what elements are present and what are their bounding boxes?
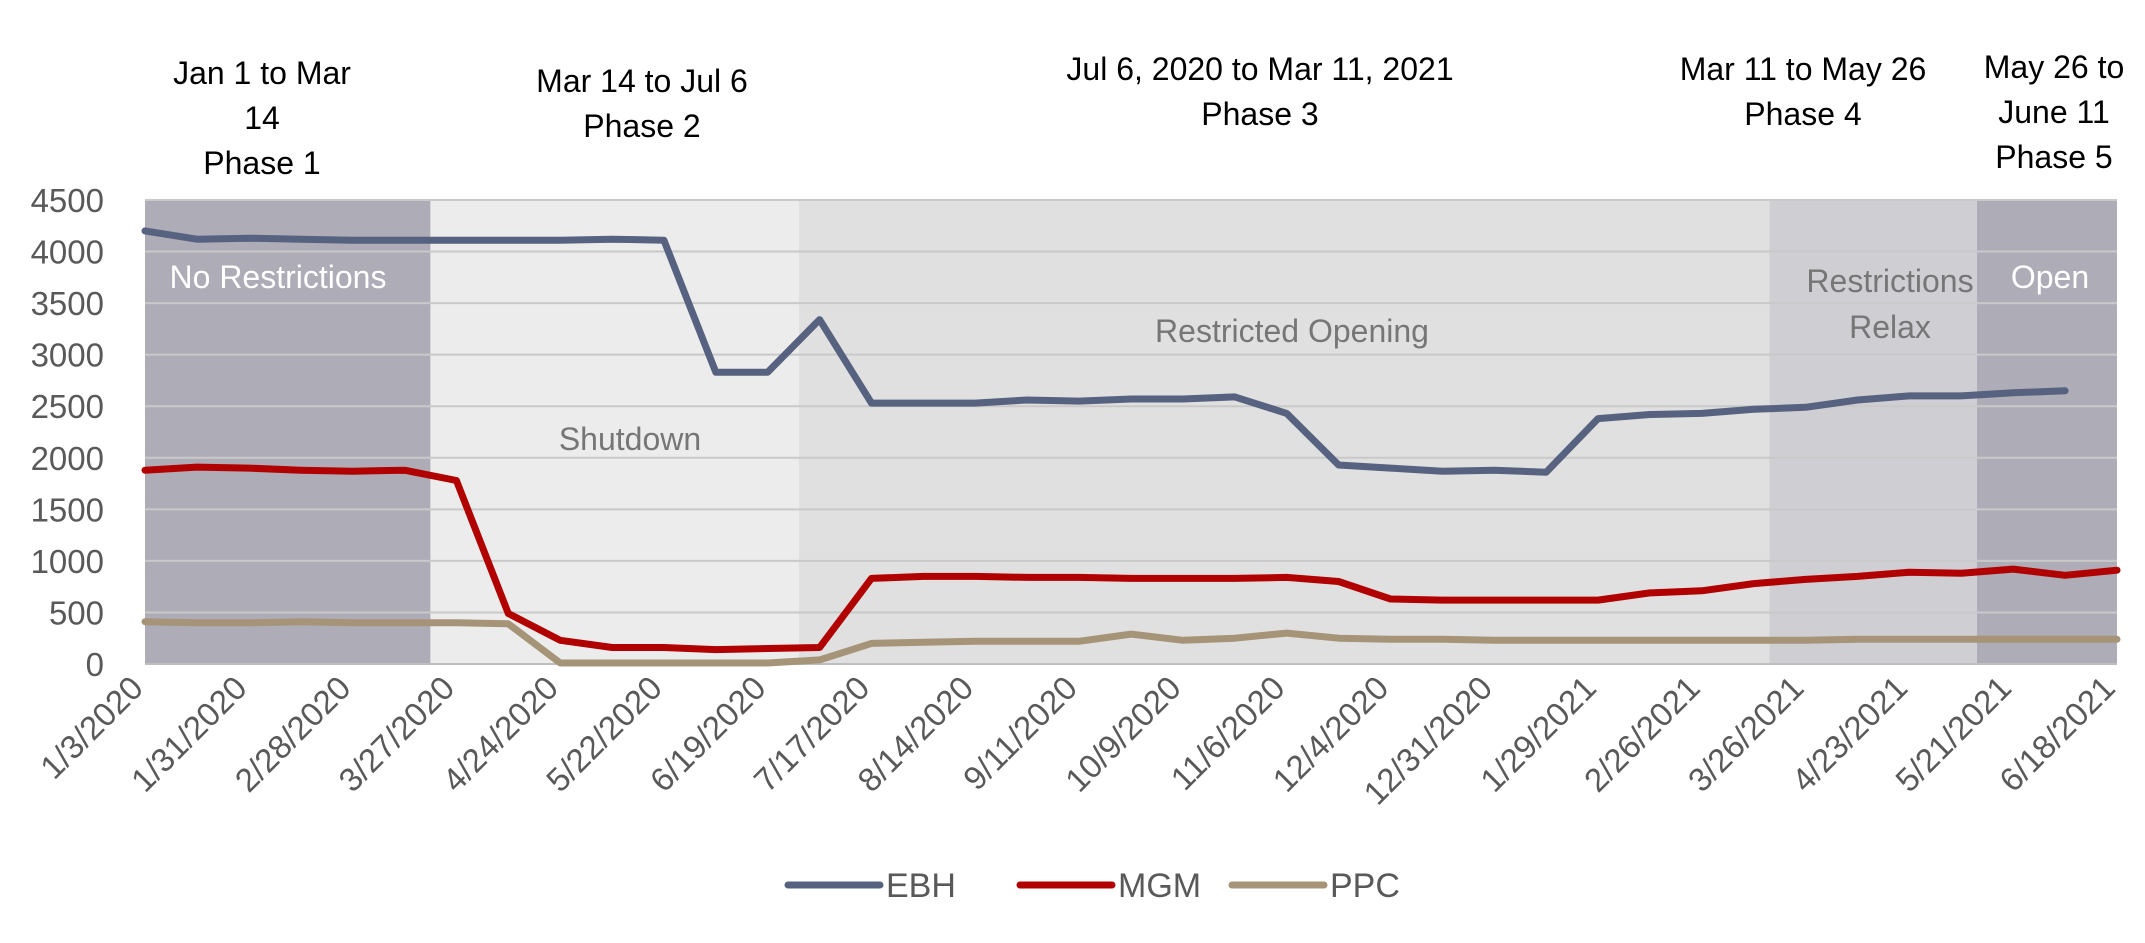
region-label-3: Restricted Opening [1155,313,1429,349]
phase-region-3 [798,200,1770,664]
phase-annotations: Jan 1 to Mar 14 Phase 1 Mar 14 to Jul 6 Phas… [173,49,2124,181]
series-line-ppc [141,618,2121,667]
region-label-4: Relax [1849,309,1931,345]
phase-annotation-2: Mar 14 to Jul 6 [536,63,748,99]
series-line-mgm [141,463,2121,654]
y-tick-label: 2500 [31,388,104,425]
phase-annotation-3: Phase 3 [1201,96,1318,132]
y-tick-label: 0 [86,646,104,683]
region-labels: No Restrictions Shutdown Restricted Openin… [170,259,2090,457]
phase-annotation-4: Mar 11 to May 26 [1680,51,1927,87]
y-tick-label: 1000 [31,543,104,580]
phase-annotation-5: June 11 [1998,94,2110,130]
series-lines [141,227,2121,667]
y-tick-label: 3500 [31,285,104,322]
phase-region-5 [1976,200,2117,664]
region-label-2: Shutdown [559,421,701,457]
legend-label-mgm: MGM [1118,867,1201,905]
legend-label-ppc: PPC [1330,867,1400,905]
phase-annotation-1: Phase 1 [203,145,320,181]
phase-annotation-1: Jan 1 to Mar [173,55,351,91]
region-label-5: Open [2011,259,2089,295]
y-tick-label: 1500 [31,491,104,528]
series-line-ebh [141,227,2069,476]
phase-regions [145,200,2117,664]
phase-region-2 [430,200,799,664]
y-tick-label: 2000 [31,440,104,477]
phase-annotation-1: 14 [244,100,280,136]
region-label-4: Restrictions [1806,263,1973,299]
gridlines [145,199,2117,665]
y-tick-label: 500 [49,594,104,631]
legend: EBH MGM PPC [784,867,1400,905]
phase-annotation-2: Phase 2 [583,108,700,144]
y-tick-label: 4000 [31,234,104,271]
y-tick-label: 4500 [31,182,104,219]
x-axis-ticks: 1/3/20201/31/20202/28/20203/27/20204/24/… [33,669,2122,812]
legend-label-ebh: EBH [886,867,956,905]
phase-annotation-4: Phase 4 [1744,96,1861,132]
y-tick-label: 3000 [31,337,104,374]
phase-annotation-5: May 26 to [1984,49,2125,85]
phase-region-1 [145,200,431,664]
y-axis-ticks: 0 500 1000 1500 2000 2500 3000 3500 4000 4500 [31,182,104,683]
phase-region-4 [1769,200,1977,664]
phase-annotation-3: Jul 6, 2020 to Mar 11, 2021 [1066,51,1453,87]
region-label-1: No Restrictions [170,259,387,295]
phase-annotation-5: Phase 5 [1995,139,2112,175]
